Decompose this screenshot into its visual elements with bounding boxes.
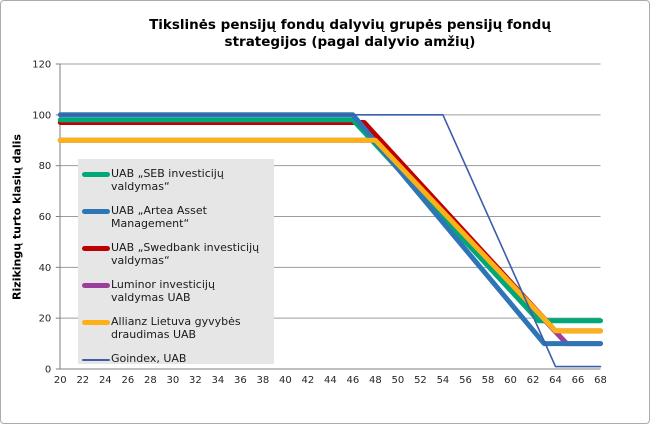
x-tick-label: 50 [392, 375, 405, 386]
x-tick-label: 44 [324, 375, 337, 386]
x-tick-label: 38 [257, 375, 270, 386]
y-tick-label: 100 [32, 110, 51, 121]
x-tick-label: 42 [302, 375, 315, 386]
x-tick-label: 60 [504, 375, 517, 386]
x-tick-label: 48 [369, 375, 382, 386]
series-line-1 [57, 117, 603, 324]
x-tick-label: 36 [234, 375, 247, 386]
chart-title-line2: strategijos (pagal dalyvio amžių) [224, 34, 476, 50]
legend-item-4: Luminor investicijų valdymas UAB [82, 278, 270, 304]
y-tick-label: 40 [39, 263, 52, 274]
y-tick-label: 20 [39, 314, 52, 325]
y-tick-label: 0 [45, 365, 51, 376]
x-tick-label: 58 [482, 375, 495, 386]
legend-item-6: Goindex, UAB [82, 352, 270, 366]
x-tick-label: 28 [144, 375, 157, 386]
x-tick-label: 22 [76, 375, 89, 386]
x-tick-label: 46 [347, 375, 360, 386]
x-tick-label: 30 [166, 375, 179, 386]
legend-label: Luminor investicijų valdymas UAB [111, 278, 215, 304]
legend-marker-line-icon [82, 320, 110, 325]
legend-item-3: UAB „Swedbank investicijų valdymas“ [82, 241, 270, 267]
legend-item-2: UAB „Artea Asset Management“ [82, 204, 270, 230]
legend-label: UAB „Swedbank investicijų valdymas“ [111, 241, 260, 267]
x-tick-label: 62 [527, 375, 540, 386]
y-tick-label: 80 [39, 161, 52, 172]
x-tick-label: 26 [121, 375, 134, 386]
legend-item-1: UAB „SEB investicijų valdymas“ [82, 167, 270, 193]
chart-legend: UAB „SEB investicijų valdymas“ UAB „Artea… [78, 159, 274, 366]
x-tick-label: 56 [459, 375, 472, 386]
legend-label: Allianz Lietuva gyvybės draudimas UAB [111, 315, 241, 341]
x-tick-label: 64 [549, 375, 562, 386]
x-tick-label: 68 [594, 375, 607, 386]
x-tick-label: 66 [572, 375, 585, 386]
x-tick-label: 40 [279, 375, 292, 386]
series-line-5 [57, 137, 603, 334]
legend-label: UAB „SEB investicijų valdymas“ [111, 167, 224, 193]
legend-marker-line-icon [82, 209, 110, 214]
legend-marker-line-icon [82, 246, 110, 251]
legend-marker-line-icon [82, 358, 110, 361]
x-tick-label: 24 [99, 375, 112, 386]
x-tick-label: 54 [437, 375, 450, 386]
chart-title: Tikslinės pensijų fondų dalyvių grupės p… [61, 17, 639, 51]
x-tick-label: 34 [211, 375, 224, 386]
legend-marker-line-icon [82, 283, 110, 288]
y-tick-label: 120 [32, 60, 51, 71]
chart-title-line1: Tikslinės pensijų fondų dalyvių grupės p… [149, 17, 551, 33]
x-tick-label: 32 [189, 375, 202, 386]
x-tick-label: 52 [414, 375, 427, 386]
x-tick-label: 20 [54, 375, 67, 386]
series-line-6 [59, 114, 602, 368]
legend-label: UAB „Artea Asset Management“ [111, 204, 207, 230]
legend-item-5: Allianz Lietuva gyvybės draudimas UAB [82, 315, 270, 341]
y-tick-label: 60 [39, 212, 52, 223]
legend-marker-line-icon [82, 172, 110, 177]
legend-label: Goindex, UAB [111, 352, 187, 365]
